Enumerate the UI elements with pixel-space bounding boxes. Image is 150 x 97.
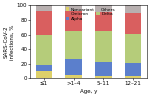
Bar	[65, 5, 82, 11]
Bar	[125, 63, 141, 76]
Bar	[125, 34, 141, 63]
Bar	[95, 31, 112, 61]
X-axis label: Age, y: Age, y	[80, 89, 97, 94]
Bar	[65, 59, 82, 75]
Bar	[65, 75, 82, 78]
Bar	[36, 65, 52, 71]
Bar	[95, 5, 112, 12]
Bar	[36, 71, 52, 78]
Bar	[95, 61, 112, 76]
Y-axis label: SARS-CoV-2
infections, %: SARS-CoV-2 infections, %	[3, 24, 15, 60]
Bar	[36, 35, 52, 65]
Bar	[95, 76, 112, 78]
Bar	[65, 11, 82, 31]
Legend: Nonvariant, Omicron, Alpha, Others, Delta: Nonvariant, Omicron, Alpha, Others, Delt…	[65, 7, 116, 22]
Bar	[36, 11, 52, 35]
Bar	[36, 5, 52, 11]
Bar	[65, 31, 82, 59]
Bar	[125, 76, 141, 78]
Bar	[125, 13, 141, 34]
Bar	[125, 5, 141, 13]
Bar	[95, 12, 112, 31]
